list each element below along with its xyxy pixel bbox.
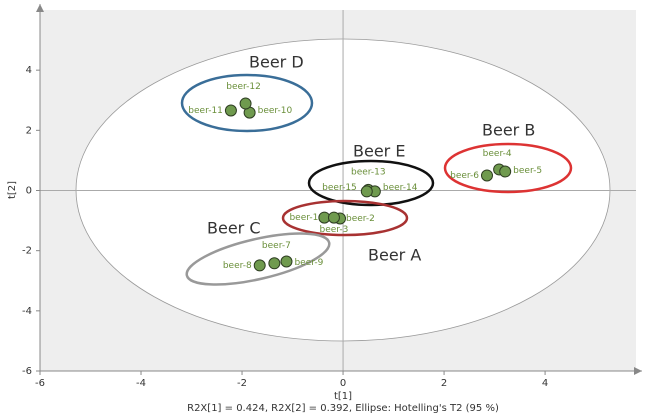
point [499,165,512,178]
y-axis-label: t[2] [7,181,18,199]
point-label: beer-3 [320,225,349,235]
point [327,211,340,224]
group-ellipse [307,159,435,207]
x-tick-label: 2 [441,378,447,389]
point-label: beer-7 [262,241,291,251]
point-label: beer-13 [351,167,386,177]
y-tick-label: 0 [26,186,32,197]
point-label: beer-12 [226,82,261,92]
point-label: beer-15 [322,183,357,193]
point-label: beer-1 [289,213,318,223]
point-label: beer-14 [383,183,418,193]
y-tick-label: -4 [22,306,32,317]
point-label: beer-2 [346,214,375,224]
x-tick-label: 4 [542,378,548,389]
group-ellipse [281,199,409,237]
annotation: Beer D [249,53,304,72]
point-label: beer-8 [223,261,252,271]
annotation: Beer A [368,246,421,265]
point-label: beer-9 [294,258,323,268]
x-tick-label: -6 [35,378,45,389]
point [481,169,493,182]
x-tick-label: -4 [136,378,146,389]
x-axis-arrow [634,367,642,375]
point [224,104,237,117]
point [268,257,281,270]
x-tick-label: 0 [340,378,346,389]
x-axis-label: t[1] [334,391,352,402]
point-label: beer-6 [450,171,479,181]
point [253,259,266,272]
group-ellipse [180,73,314,133]
y-tick-label: 2 [26,125,32,136]
y-axis-arrow [36,4,44,12]
group-ellipse [443,142,573,194]
annotation: Beer E [353,142,405,161]
annotation: Beer B [482,121,535,140]
point-label: beer-11 [188,106,223,116]
group-ellipse [185,232,331,286]
x-tick-label: -2 [237,378,247,389]
footer: R2X[1] = 0.424, R2X[2] = 0.392, Ellipse:… [187,403,499,414]
point-label: beer-5 [513,166,542,176]
point-label: beer-4 [483,149,512,159]
point [360,185,373,198]
point [280,255,293,268]
y-tick-label: 4 [26,65,32,76]
point-label: beer-10 [258,106,293,116]
point [239,97,252,110]
annotation: Beer C [207,219,261,238]
y-tick-label: -6 [22,366,32,377]
y-tick-label: -2 [22,246,32,257]
